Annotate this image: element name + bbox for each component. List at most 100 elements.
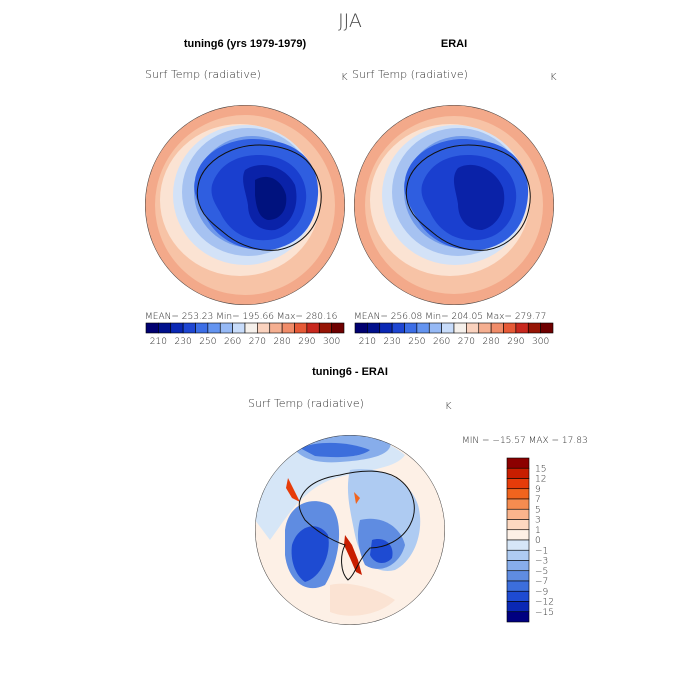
- colorbar-tick-label: 260: [433, 337, 450, 347]
- colorbar-swatch: [244, 322, 258, 334]
- panel3-map: [255, 435, 445, 625]
- colorbar-tick-label: 210: [150, 337, 167, 347]
- colorbar-swatch: [506, 519, 530, 531]
- colorbar-swatch: [506, 611, 530, 623]
- colorbar-tick-label: 3: [535, 516, 541, 526]
- colorbar-swatch: [506, 570, 530, 582]
- panel2-variable-label: Surf Temp (radiative): [352, 68, 468, 81]
- colorbar-swatch: [506, 590, 530, 602]
- colorbar-tick-label: 280: [274, 337, 291, 347]
- colorbar-swatch: [145, 322, 159, 334]
- panel3-title: tuning6 - ERAI: [312, 366, 388, 378]
- colorbar-swatch: [294, 322, 308, 334]
- colorbar-swatch: [506, 529, 530, 541]
- colorbar-swatch: [506, 508, 530, 520]
- colorbar-swatch: [506, 601, 530, 613]
- colorbar-tick-label: −1: [535, 546, 548, 556]
- colorbar-tick-label: 210: [359, 337, 376, 347]
- colorbar-swatch: [367, 322, 381, 334]
- colorbar-swatch: [506, 488, 530, 500]
- panel2-units: K: [550, 72, 557, 83]
- colorbar-tick-label: 9: [535, 485, 541, 495]
- colorbar-swatch: [158, 322, 172, 334]
- panel2-map: [354, 105, 554, 305]
- colorbar-tick-label: −3: [535, 557, 548, 567]
- panel1-colorbar: 210 230 250 260 270 280 290 300: [145, 322, 345, 347]
- colorbar-swatch: [170, 322, 184, 334]
- colorbar-swatch: [503, 322, 517, 334]
- colorbar-tick-label: 1: [535, 526, 541, 536]
- colorbar-swatch: [506, 478, 530, 490]
- colorbar-swatch: [506, 467, 530, 479]
- colorbar-tick-label: 280: [483, 337, 500, 347]
- colorbar-tick-label: 290: [507, 337, 524, 347]
- panel2-stats: MEAN= 256.08 Min= 204.05 Max= 279.77: [354, 312, 546, 322]
- colorbar-tick-label: −7: [535, 577, 548, 587]
- colorbar-swatch: [453, 322, 467, 334]
- colorbar-swatch: [506, 580, 530, 592]
- colorbar-tick-label: 5: [535, 505, 541, 515]
- colorbar-swatch: [478, 322, 492, 334]
- colorbar-swatch: [354, 322, 368, 334]
- panel1-map: [145, 105, 345, 305]
- page-title: JJA: [338, 10, 362, 32]
- colorbar-swatch: [416, 322, 430, 334]
- colorbar-swatch: [506, 560, 530, 572]
- colorbar-swatch: [540, 322, 554, 334]
- panel3-stats: MIN = −15.57 MAX = 17.83: [462, 436, 588, 446]
- colorbar-tick-label: 300: [323, 337, 340, 347]
- colorbar-swatch: [219, 322, 233, 334]
- colorbar-tick-label: 230: [175, 337, 192, 347]
- colorbar-swatch: [182, 322, 196, 334]
- colorbar-swatch: [404, 322, 418, 334]
- panel1-title: tuning6 (yrs 1979-1979): [184, 38, 307, 50]
- colorbar-swatch: [195, 322, 209, 334]
- colorbar-swatch: [506, 549, 530, 561]
- colorbar-tick-label: 230: [384, 337, 401, 347]
- colorbar-swatch: [428, 322, 442, 334]
- colorbar-swatch: [269, 322, 283, 334]
- colorbar-swatch: [232, 322, 246, 334]
- panel1-stats: MEAN= 253.23 Min= 195.66 Max= 280.16: [145, 312, 337, 322]
- panel2-title: ERAI: [441, 38, 467, 50]
- colorbar-tick-label: 290: [298, 337, 315, 347]
- colorbar-tick-label: 260: [224, 337, 241, 347]
- colorbar-tick-label: 12: [535, 475, 546, 485]
- colorbar-tick-label: 300: [532, 337, 549, 347]
- panel3-variable-label: Surf Temp (radiative): [248, 397, 364, 410]
- colorbar-tick-label: 0: [535, 536, 541, 546]
- colorbar-swatch: [506, 539, 530, 551]
- colorbar-swatch: [506, 498, 530, 510]
- colorbar-tick-label: 250: [199, 337, 216, 347]
- colorbar-tick-label: 15: [535, 464, 546, 474]
- colorbar-swatch: [207, 322, 221, 334]
- colorbar-swatch: [281, 322, 295, 334]
- colorbar-swatch: [441, 322, 455, 334]
- colorbar-tick-label: −12: [535, 598, 554, 608]
- colorbar-tick-label: −15: [535, 608, 554, 618]
- panel1-variable-label: Surf Temp (radiative): [145, 68, 261, 81]
- panel3-units: K: [445, 401, 452, 412]
- colorbar-tick-label: 7: [535, 495, 541, 505]
- colorbar-tick-label: −9: [535, 587, 548, 597]
- panel2-colorbar: 210 230 250 260 270 280 290 300: [354, 322, 554, 347]
- colorbar-tick-label: −5: [535, 567, 548, 577]
- colorbar-swatch: [527, 322, 541, 334]
- colorbar-swatch: [391, 322, 405, 334]
- colorbar-swatch: [466, 322, 480, 334]
- colorbar-swatch: [506, 457, 530, 469]
- colorbar-swatch: [306, 322, 320, 334]
- colorbar-swatch: [257, 322, 271, 334]
- colorbar-tick-label: 250: [408, 337, 425, 347]
- colorbar-swatch: [515, 322, 529, 334]
- colorbar-tick-label: 270: [249, 337, 266, 347]
- colorbar-swatch: [490, 322, 504, 334]
- colorbar-swatch: [318, 322, 332, 334]
- colorbar-tick-label: 270: [458, 337, 475, 347]
- colorbar-swatch: [379, 322, 393, 334]
- panel1-units: K: [341, 72, 348, 83]
- colorbar-swatch: [331, 322, 345, 334]
